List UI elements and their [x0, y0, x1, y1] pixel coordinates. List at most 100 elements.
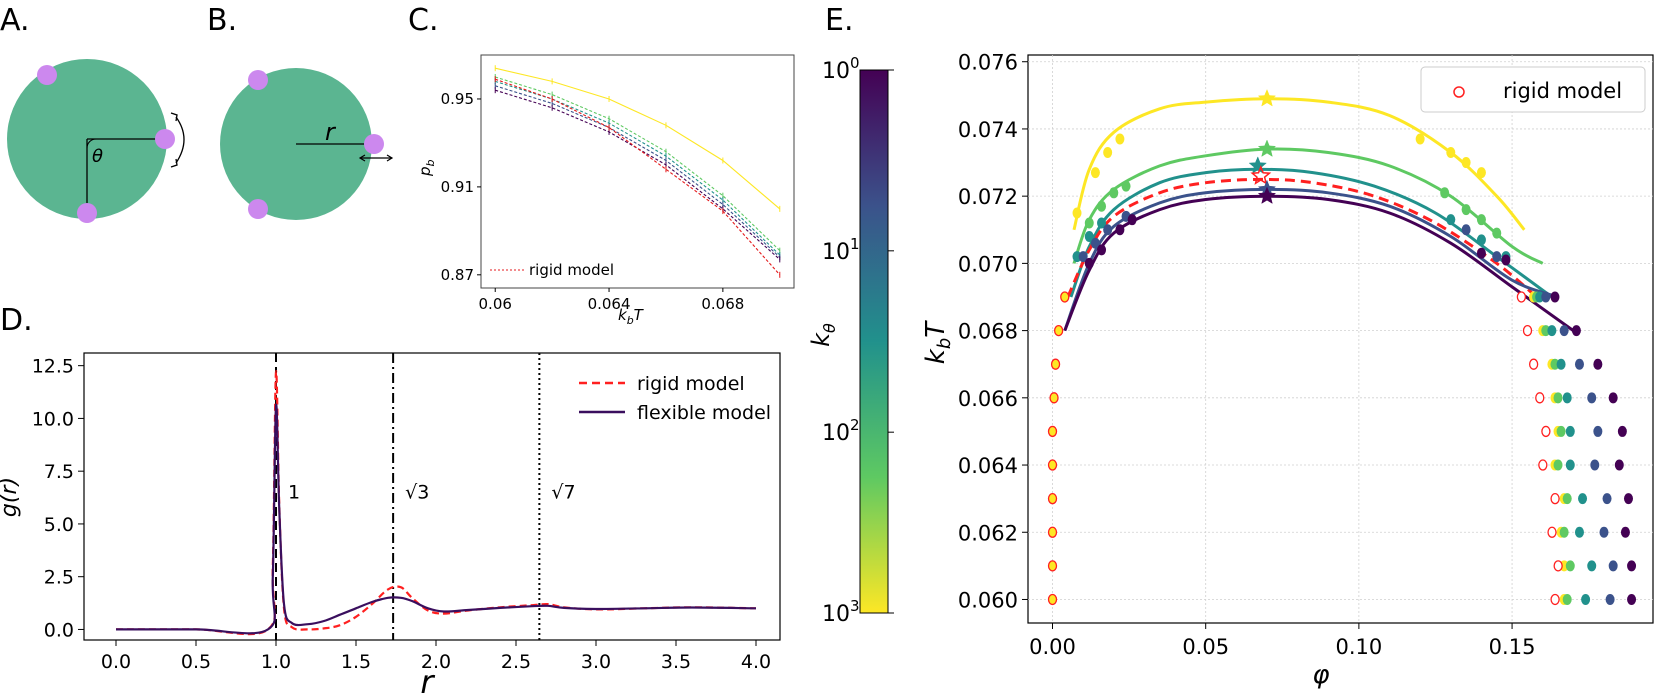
- panel-e-ylabel: kbT: [921, 320, 955, 365]
- panel-e-liquid-dot-1-1: [1565, 560, 1575, 572]
- angle-arc: [86, 138, 97, 149]
- panel-e-liquid-dot-3-3: [1602, 493, 1612, 505]
- panel-e-liquid-dot-3-4: [1590, 459, 1600, 471]
- panel-e-liquid-dot-2-8: [1547, 325, 1557, 337]
- colorbar-gradient: [859, 69, 889, 614]
- panel-e-curve-dot-3-4: [1461, 224, 1471, 236]
- panel-e-gas-dot-5: [1047, 425, 1058, 438]
- panel-d-vline-label-0: 1: [288, 481, 300, 503]
- panel-d-chart: 1 √3 √7 0.0 0.5 1.0 1.5 2.0 2.5 3.0 3.5 4.0 0.0 2.5 5…: [0, 352, 781, 697]
- panel-e-critical-star-3: [1250, 165, 1272, 185]
- patch-bottom-b: [248, 199, 268, 219]
- panel-c-ticks: 0.06 0.064 0.068 0.87 0.91 0.95: [441, 90, 745, 313]
- panel-e-curve-dot-0-6: [1461, 157, 1471, 169]
- panel-e-curve-dot-2-2: [1097, 217, 1107, 229]
- panel-e-liquid-dot-4-3: [1623, 493, 1633, 505]
- panel-e-liquid-dot-1-2: [1559, 526, 1569, 538]
- panel-e-liquid-dot-4-7: [1593, 358, 1603, 370]
- panel-c-ytick-label-0: 0.87: [441, 266, 474, 284]
- panel-e-liquid-dot-4-6: [1608, 392, 1618, 404]
- schematic-b: r: [220, 68, 394, 220]
- panel-c-ylabel: pb: [416, 159, 437, 177]
- panel-e-binodal-curve-4: [1063, 187, 1559, 332]
- panel-e-liquid-dot-2-2: [1574, 526, 1584, 538]
- panel-c-series-line-2: [495, 80, 781, 256]
- panel-e-curve-dot-4-0: [1084, 257, 1094, 269]
- panel-e-rigid-liquid-dot-2: [1547, 526, 1557, 538]
- panel-e-ytick-label-7: 0.074: [958, 118, 1018, 142]
- panel-d-xtick-label-4: 2.0: [421, 651, 451, 673]
- panel-e-liquid-dot-3-1: [1608, 560, 1618, 572]
- panel-e-ytick-label-3: 0.066: [958, 387, 1018, 411]
- panel-e-liquid-dot-4-0: [1627, 593, 1637, 605]
- panel-e-rigid-liquid-dot-8: [1522, 324, 1533, 337]
- panel-e-curve-dot-0-5: [1446, 146, 1456, 158]
- panel-d-vline-label-1: √3: [405, 481, 429, 503]
- panel-e-curve-dot-4-4: [1476, 247, 1486, 259]
- panel-e-liquid-dot-4-8: [1571, 325, 1581, 337]
- panel-d-xtick-label-8: 4.0: [741, 651, 771, 673]
- panel-e-rigid-liquid-dot-7: [1528, 358, 1539, 370]
- panel-e-rigid-liquid-dot-4: [1538, 459, 1548, 471]
- panel-e-liquid-dot-3-8: [1559, 325, 1569, 337]
- colorbar-ticks: 100 101 102 103: [822, 54, 894, 627]
- panel-e-liquid-dot-2-5: [1565, 425, 1575, 437]
- panel-e-liquid-dot-3-2: [1599, 526, 1609, 538]
- panel-e-liquid-dot-2-1: [1587, 560, 1597, 572]
- panel-c-series-line-5: [495, 78, 781, 276]
- panel-c-series-line-0: [495, 67, 781, 210]
- panel-d-frame: [83, 352, 781, 641]
- panel-c-xtick-label-1: 0.064: [588, 295, 631, 313]
- panel-e-liquid-dot-2-0: [1581, 593, 1591, 605]
- panel-e-liquid-dot-2-6: [1562, 392, 1572, 404]
- panel-e-curve-dot-2-4: [1476, 234, 1486, 246]
- patch-bottom-a: [77, 203, 97, 223]
- panel-d-ticks: 0.0 0.5 1.0 1.5 2.0 2.5 3.0 3.5 4.0 0.0 2.5 5.0 7.5 1…: [32, 356, 771, 673]
- panel-e-liquid-dot-3-6: [1587, 392, 1597, 404]
- panel-e-curve-dot-1-7: [1492, 227, 1502, 239]
- panel-e-curve-dot-1-6: [1476, 214, 1486, 226]
- panel-e-chart: 0.00 0.05 0.10 0.15 0.060 0.062 0.064 0.066 0.06…: [921, 51, 1654, 690]
- panel-e-liquid-dot-3-5: [1593, 425, 1603, 437]
- rotation-arrow: [175, 116, 185, 164]
- panel-e-curve-dot-4-1: [1097, 244, 1107, 256]
- panel-e-liquid-dot-4-9: [1550, 291, 1560, 303]
- panel-e-liquid-dot-2-4: [1565, 459, 1575, 471]
- panel-e-critical-star-0: [1257, 89, 1277, 107]
- panel-e-critical-star-5: [1257, 186, 1277, 204]
- panel-e-points: [1047, 133, 1637, 606]
- rotation-arrow-head-top: [170, 112, 178, 122]
- panel-c-xtick-label-2: 0.068: [701, 295, 744, 313]
- panel-d-xtick-label-3: 1.5: [341, 651, 371, 673]
- panel-c-chart: kbT pb 0.06 0.064 0.068 0.87 0.91 0.95 rigid …: [416, 54, 795, 327]
- panel-d-vline-label-2: √7: [551, 481, 575, 503]
- colorbar-label: kθ: [807, 323, 839, 347]
- panel-e-curve-dot-1-4: [1440, 187, 1450, 199]
- panel-d-xtick-label-5: 2.5: [501, 651, 531, 673]
- colorbar-tick-label-1: 101: [822, 235, 860, 265]
- panel-c-series-line-1: [495, 76, 781, 251]
- panel-e-liquid-dot-4-2: [1620, 526, 1630, 538]
- panel-e-legend-box: [1420, 66, 1646, 113]
- panel-e-ytick-label-4: 0.068: [958, 320, 1018, 344]
- panel-e-xtick-label-0: 0.00: [1029, 635, 1076, 659]
- panel-e-curve-dot-3-1: [1090, 237, 1100, 249]
- panel-e-liquid-dot-1-3: [1562, 493, 1572, 505]
- panel-e-binodal-curve-2: [1069, 167, 1553, 299]
- panel-d-ytick-label-0: 0.0: [44, 619, 74, 641]
- panel-e-gas-dot-6: [1049, 392, 1059, 404]
- panel-e-curve-dot-0-4: [1415, 133, 1425, 145]
- radial-arrow-heads: [358, 154, 394, 162]
- panel-c-series-line-3: [495, 85, 781, 258]
- panel-d-ytick-label-2: 5.0: [44, 514, 74, 536]
- panel-e-curve-dot-4-5: [1501, 254, 1511, 266]
- colorbar: 100 101 102 103 kθ: [807, 54, 894, 627]
- panel-c-xtick-label-0: 0.06: [479, 295, 512, 313]
- panel-e-curve-dot-0-0: [1072, 207, 1082, 219]
- panel-e-curve-dot-2-1: [1084, 230, 1094, 242]
- panel-e-curve-dot-3-2: [1103, 224, 1113, 236]
- panel-d-ylabel: g(r): [0, 477, 22, 517]
- patch-right-a: [155, 129, 175, 149]
- r-label: r: [325, 118, 337, 146]
- panel-c-ytick-label-2: 0.95: [441, 90, 474, 108]
